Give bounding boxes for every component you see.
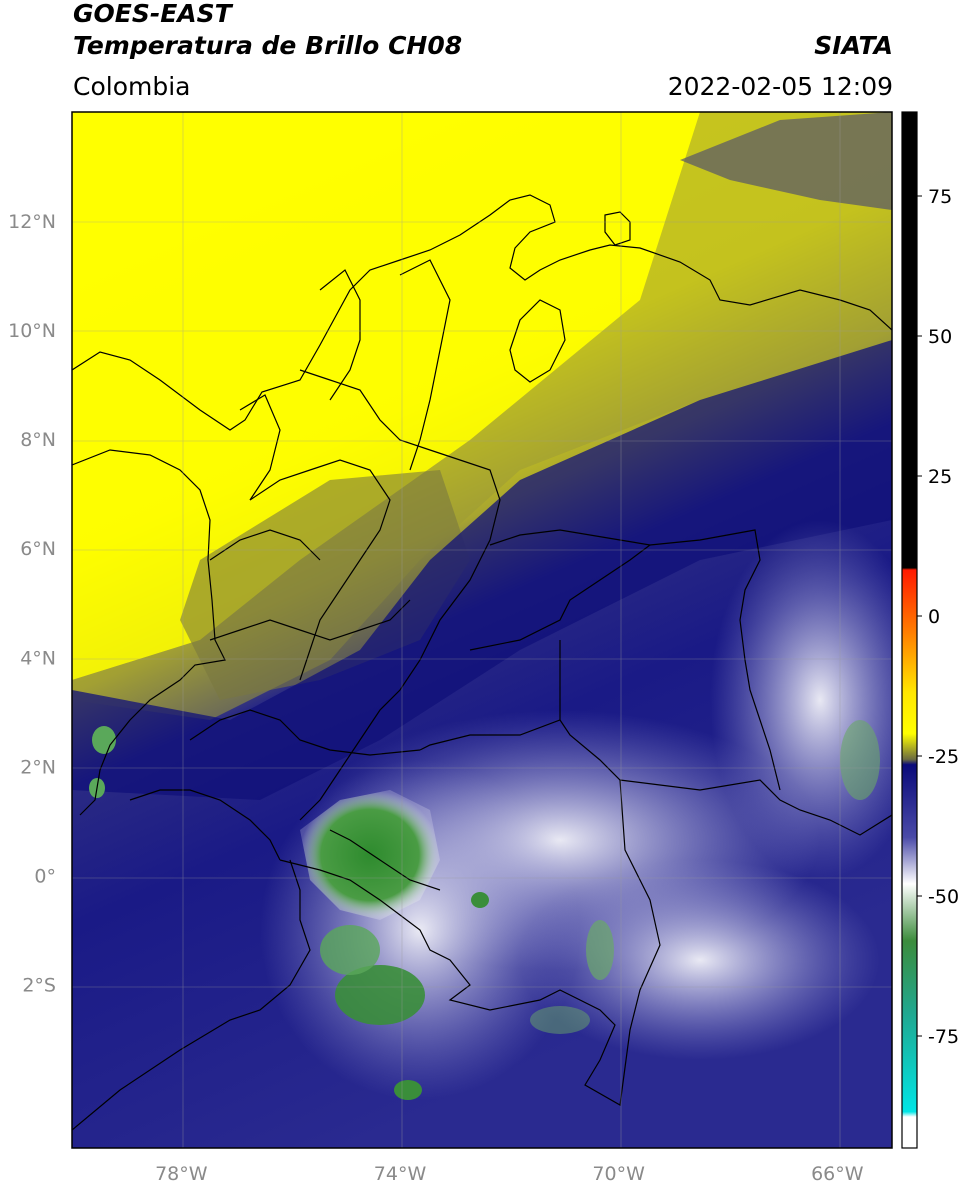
- lat-tick-label: 8°N: [20, 429, 56, 451]
- map-field: [72, 112, 892, 1148]
- lon-tick-label: 78°W: [155, 1163, 208, 1185]
- gridlines: [72, 112, 892, 1148]
- colorbar-tick-label: -50: [928, 886, 959, 908]
- colorbar-tick-label: 50: [928, 326, 952, 348]
- lon-tick-label: 74°W: [374, 1163, 427, 1185]
- lat-axis: 12°N 10°N 8°N 6°N 4°N 2°N 0° 2°S: [8, 211, 56, 996]
- lat-tick-label: 2°N: [20, 756, 56, 778]
- colorbar-tick-label: 25: [928, 466, 952, 488]
- lat-tick-label: 2°S: [22, 974, 56, 996]
- colorbar: [901, 111, 918, 1149]
- product-title: Temperatura de Brillo CH08: [73, 31, 463, 60]
- lon-axis: 78°W 74°W 70°W 66°W: [155, 1163, 864, 1185]
- coastline-borders: [72, 194, 892, 1131]
- lat-tick-label: 4°N: [20, 647, 56, 669]
- lat-tick-label: 6°N: [20, 538, 56, 560]
- lat-tick-label: 0°: [34, 865, 56, 887]
- agency-label: SIATA: [814, 31, 893, 60]
- lat-tick-label: 10°N: [8, 320, 56, 342]
- colorbar-tick-label: 0: [928, 606, 940, 628]
- lon-tick-label: 70°W: [592, 1163, 645, 1185]
- satellite-title: GOES-EAST: [73, 0, 232, 28]
- timestamp-label: 2022-02-05 12:09: [667, 72, 893, 101]
- lat-tick-label: 12°N: [8, 211, 56, 233]
- colorbar-tick-label: -75: [928, 1026, 959, 1048]
- region-label: Colombia: [73, 72, 191, 101]
- colorbar-tick-label: -25: [928, 746, 959, 768]
- map-frame: [71, 111, 893, 1149]
- colorbar-ticks: 75 50 25 0 -25 -50 -75: [917, 186, 959, 1048]
- colorbar-tick-label: 75: [928, 186, 952, 208]
- lon-tick-label: 66°W: [811, 1163, 864, 1185]
